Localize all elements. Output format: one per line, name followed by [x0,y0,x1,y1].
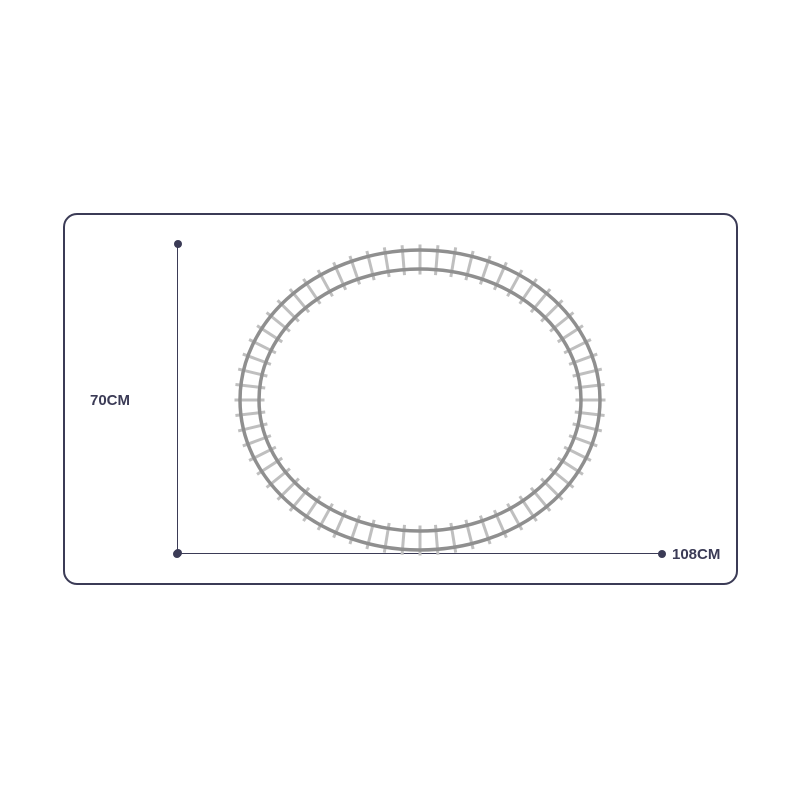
train-track-icon [0,0,800,800]
diagram-stage: 70CM 108CM [0,0,800,800]
